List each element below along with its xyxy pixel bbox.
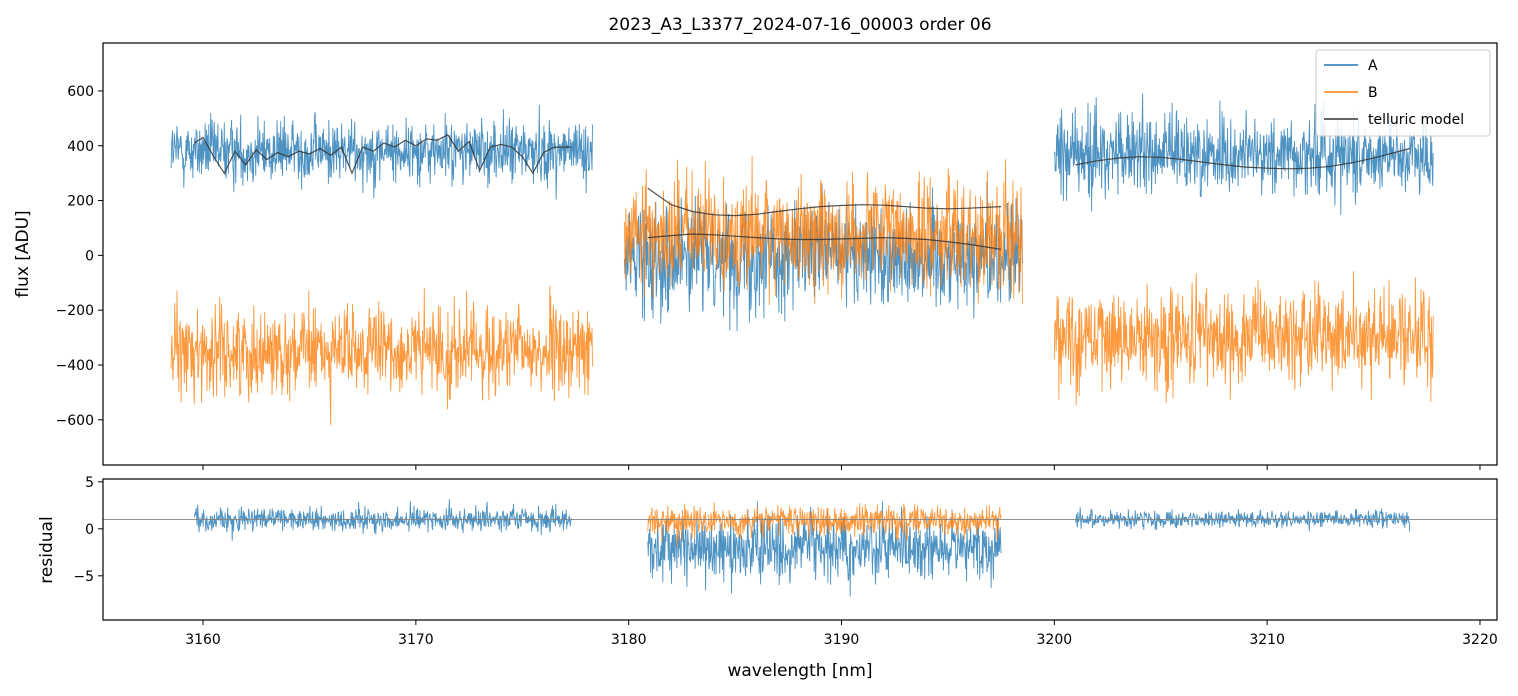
legend: A B telluric model bbox=[1315, 49, 1491, 137]
x-tick-label: 3160 bbox=[185, 632, 221, 648]
top-y-tick-label: 600 bbox=[67, 84, 94, 100]
bottom-panel-axes: 3160 3170 3180 3190 3200 3210 3220 5 0 −5 bbox=[73, 475, 1497, 648]
legend-label-b: B bbox=[1368, 85, 1378, 101]
residual-b-segment-3 bbox=[647, 502, 1002, 547]
top-y-axis-label: flux [ADU] bbox=[13, 210, 33, 297]
series-b-segment-1 bbox=[170, 285, 593, 426]
x-tick-label: 3170 bbox=[398, 632, 434, 648]
x-tick-label: 3180 bbox=[611, 632, 647, 648]
residual-a-segment-2 bbox=[647, 501, 1002, 597]
telluric-model-curve-2 bbox=[647, 187, 1002, 217]
telluric-model-curve-1 bbox=[194, 134, 572, 175]
bottom-panel-plot bbox=[103, 499, 1497, 597]
legend-label-a: A bbox=[1368, 58, 1378, 74]
legend-box bbox=[1315, 49, 1491, 137]
series-b-segment-3 bbox=[1053, 271, 1434, 406]
bottom-y-tick-label: 5 bbox=[85, 475, 94, 491]
x-tick-label: 3190 bbox=[824, 632, 860, 648]
x-axis-label: wavelength [nm] bbox=[727, 661, 872, 681]
series-b-segment-2 bbox=[623, 155, 1023, 306]
bottom-y-tick-label: −5 bbox=[73, 569, 94, 585]
bottom-y-tick-label: 0 bbox=[85, 522, 94, 538]
top-y-tick-label: −400 bbox=[56, 358, 94, 374]
residual-a-segment-4 bbox=[1075, 507, 1411, 532]
series-a-segment-1 bbox=[170, 104, 593, 200]
bottom-y-axis-label: residual bbox=[37, 516, 57, 583]
top-y-tick-label: 0 bbox=[85, 248, 94, 264]
top-y-tick-label: 400 bbox=[67, 139, 94, 155]
x-tick-label: 3220 bbox=[1462, 632, 1498, 648]
chart-title: 2023_A3_L3377_2024-07-16_00003 order 06 bbox=[608, 15, 991, 35]
top-y-tick-label: 200 bbox=[67, 194, 94, 210]
telluric-model-curve-3 bbox=[647, 233, 1002, 250]
top-y-tick-label: −600 bbox=[56, 413, 94, 429]
legend-label-model: telluric model bbox=[1368, 112, 1464, 128]
x-tick-label: 3210 bbox=[1249, 632, 1285, 648]
top-panel-plot bbox=[170, 93, 1434, 426]
telluric-model-curve-4 bbox=[1075, 147, 1410, 170]
bottom-panel-frame bbox=[102, 478, 1498, 621]
series-a-segment-3 bbox=[1053, 93, 1434, 216]
residual-a-segment-1 bbox=[194, 499, 572, 541]
top-y-tick-label: −200 bbox=[56, 303, 94, 319]
top-panel-frame bbox=[102, 42, 1498, 466]
top-panel-axes: 600 400 200 0 −200 −400 −600 bbox=[56, 84, 1481, 470]
x-tick-label: 3200 bbox=[1037, 632, 1073, 648]
